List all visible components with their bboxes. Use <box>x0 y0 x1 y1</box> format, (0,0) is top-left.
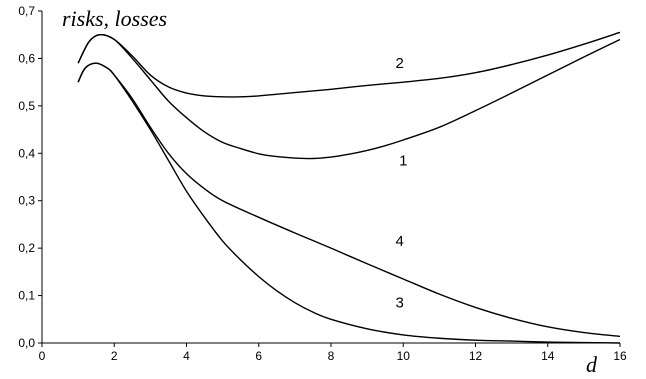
x-axis-title: d <box>586 352 598 377</box>
y-tick-label: 0,4 <box>18 146 35 160</box>
y-axis-title: risks, losses <box>62 6 167 31</box>
x-tick-label: 2 <box>111 349 118 363</box>
curves <box>77 31 621 344</box>
x-tick-label: 0 <box>39 349 46 363</box>
series-label-1: 1 <box>399 152 407 169</box>
y-tick-label: 0,2 <box>18 241 35 255</box>
series-label-2: 2 <box>395 55 403 72</box>
x-tick-label: 14 <box>541 349 555 363</box>
series-curve-1 <box>77 33 621 160</box>
series-label-4: 4 <box>395 233 403 250</box>
y-tick-label: 0,6 <box>18 51 35 65</box>
series-curve-2 <box>77 31 621 98</box>
series-label-3: 3 <box>395 295 403 312</box>
x-tick-label: 12 <box>469 349 483 363</box>
x-tick-label: 4 <box>183 349 190 363</box>
y-axis: 0,0 0,1 0,2 0,3 0,4 0,5 0,6 0,7 <box>18 4 43 350</box>
y-tick-label: 0,5 <box>18 99 35 113</box>
series-curve-3 <box>77 62 621 344</box>
y-tick-label: 0,1 <box>18 289 35 303</box>
x-tick-label: 10 <box>397 349 411 363</box>
x-tick-label: 6 <box>255 349 262 363</box>
series-curve-4 <box>77 62 621 338</box>
x-axis: 0 2 4 6 8 10 12 14 16 <box>39 342 627 363</box>
x-tick-label: 8 <box>328 349 335 363</box>
curve-labels: 1 2 3 4 <box>395 55 407 312</box>
y-tick-label: 0,0 <box>18 336 35 350</box>
y-tick-label: 0,7 <box>18 4 35 18</box>
y-tick-label: 0,3 <box>18 194 35 208</box>
x-tick-label: 16 <box>613 349 627 363</box>
